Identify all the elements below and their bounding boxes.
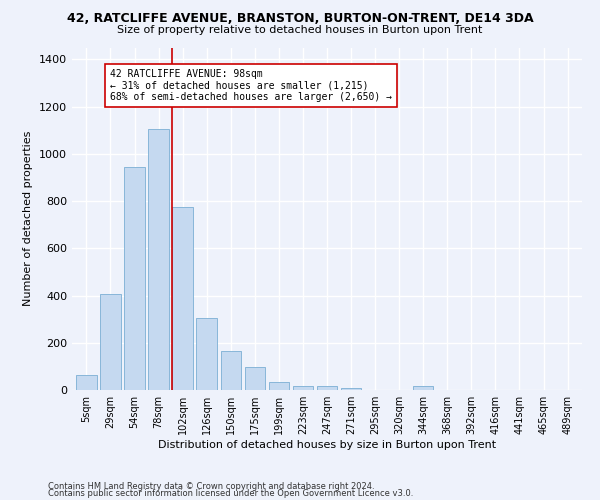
Text: Contains HM Land Registry data © Crown copyright and database right 2024.: Contains HM Land Registry data © Crown c…	[48, 482, 374, 491]
Y-axis label: Number of detached properties: Number of detached properties	[23, 131, 34, 306]
Bar	[196, 318, 217, 390]
Bar	[148, 129, 169, 390]
Bar	[245, 367, 265, 390]
Bar	[100, 294, 121, 390]
Text: 42 RATCLIFFE AVENUE: 98sqm
← 31% of detached houses are smaller (1,215)
68% of s: 42 RATCLIFFE AVENUE: 98sqm ← 31% of deta…	[110, 69, 392, 102]
Bar	[317, 386, 337, 390]
Bar	[172, 207, 193, 390]
Bar	[221, 351, 241, 390]
Bar	[124, 167, 145, 390]
Text: Size of property relative to detached houses in Burton upon Trent: Size of property relative to detached ho…	[118, 25, 482, 35]
Bar	[293, 386, 313, 390]
Text: Contains public sector information licensed under the Open Government Licence v3: Contains public sector information licen…	[48, 489, 413, 498]
X-axis label: Distribution of detached houses by size in Burton upon Trent: Distribution of detached houses by size …	[158, 440, 496, 450]
Bar	[413, 386, 433, 390]
Bar	[76, 374, 97, 390]
Bar	[341, 388, 361, 390]
Bar	[269, 382, 289, 390]
Text: 42, RATCLIFFE AVENUE, BRANSTON, BURTON-ON-TRENT, DE14 3DA: 42, RATCLIFFE AVENUE, BRANSTON, BURTON-O…	[67, 12, 533, 26]
